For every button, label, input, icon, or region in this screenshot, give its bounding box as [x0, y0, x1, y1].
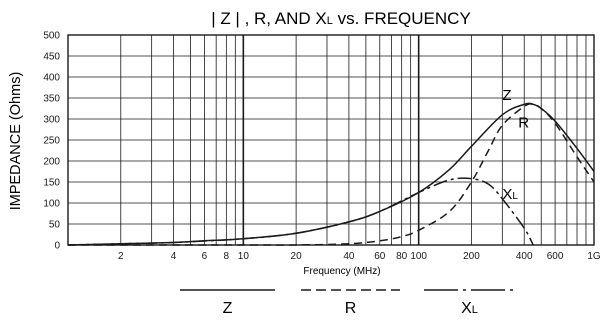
y-tick-label: 150 [43, 178, 60, 189]
x-tick-label: 2 [118, 251, 124, 262]
legend-label-z: Z [223, 300, 233, 317]
x-tick-label: 8 [224, 251, 230, 262]
y-tick-label: 50 [49, 220, 61, 231]
y-axis-title: IMPEDANCE (Ohms) [8, 72, 24, 211]
chart-title-main: | Z | , R, AND X [211, 9, 327, 28]
y-tick-label: 450 [43, 52, 60, 63]
x-tick-label: 80 [396, 251, 408, 262]
series-line-r [68, 103, 595, 246]
curve-labels: ZR XL [502, 87, 529, 203]
y-axis-ticks: 0 50 100 150 200 250 300 350 400 450 500 [43, 31, 60, 252]
x-tick-label: 4 [171, 251, 177, 262]
grid [67, 34, 595, 246]
x-tick-label: 20 [291, 251, 303, 262]
x-tick-label: 40 [343, 251, 355, 262]
x-tick-label: 1G [587, 251, 601, 262]
y-tick-label: 0 [54, 241, 60, 252]
x-tick-label: 6 [202, 251, 208, 262]
y-tick-label: 200 [43, 157, 60, 168]
legend: Z R XL [180, 289, 515, 317]
chart-title-end: vs. FREQUENCY [333, 9, 471, 28]
chart-title: | Z | , R, AND XL vs. FREQUENCY [211, 9, 471, 28]
x-axis-ticks: 2 4 6 8 10 20 40 60 80 100 200 400 600 1G [118, 251, 601, 262]
curve-label-z: Z [502, 87, 511, 104]
legend-label-r: R [345, 300, 357, 317]
y-tick-label: 250 [43, 136, 60, 147]
chart-title-sub: L [327, 15, 333, 27]
x-tick-label: 200 [463, 251, 480, 262]
x-axis-title: Frequency (MHz) [303, 266, 380, 277]
y-tick-label: 400 [43, 73, 60, 84]
series-layer [67, 102, 595, 246]
curve-label-r: R [518, 114, 529, 131]
x-tick-label: 60 [374, 251, 386, 262]
y-tick-label: 300 [43, 115, 60, 126]
legend-label-xl: XL [461, 300, 478, 317]
x-tick-label: 600 [547, 251, 564, 262]
y-tick-label: 350 [43, 94, 60, 105]
curve-label-xl: XL [502, 186, 518, 203]
x-tick-label: 10 [238, 251, 250, 262]
x-tick-label: 400 [516, 251, 533, 262]
x-tick-label: 100 [410, 251, 427, 262]
series-line-xl [67, 177, 534, 246]
y-tick-label: 100 [43, 199, 60, 210]
y-tick-label: 500 [43, 31, 60, 42]
